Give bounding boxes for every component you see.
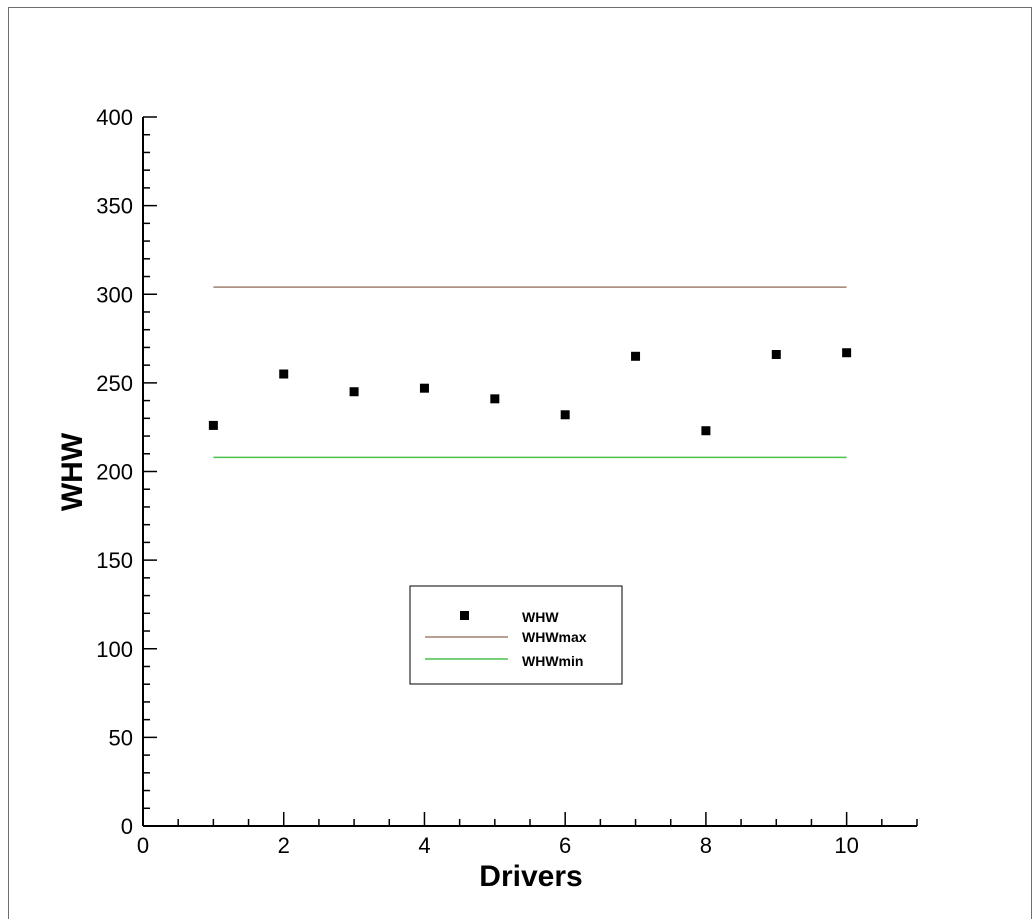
legend-label-whw: WHW bbox=[522, 609, 559, 625]
legend-box bbox=[409, 585, 623, 685]
x-tick-label: 0 bbox=[137, 833, 149, 858]
x-tick-label: 8 bbox=[700, 833, 712, 858]
chart-frame bbox=[8, 7, 1032, 919]
data-point bbox=[490, 394, 500, 404]
x-axis-title: Drivers bbox=[479, 860, 582, 893]
reference-lines bbox=[213, 286, 847, 459]
y-axis-title: WHW bbox=[56, 432, 89, 511]
y-tick-label: 200 bbox=[96, 460, 133, 485]
data-point bbox=[279, 369, 289, 379]
legend-marker-whw bbox=[460, 611, 469, 620]
data-point bbox=[771, 350, 781, 360]
legend-label-whwmin: WHWmin bbox=[522, 653, 583, 669]
legend: WHW WHWmax WHWmin bbox=[409, 585, 623, 685]
legend-label-whwmax: WHWmax bbox=[522, 629, 587, 645]
y-tick-label: 100 bbox=[96, 637, 133, 662]
data-points bbox=[208, 348, 852, 436]
y-tick-label: 400 bbox=[96, 105, 133, 130]
y-tick-label: 350 bbox=[96, 194, 133, 219]
x-tick-label: 6 bbox=[559, 833, 571, 858]
data-point bbox=[701, 426, 711, 436]
data-point bbox=[349, 387, 359, 397]
axis-tick-labels: 0 50 100 150 200 250 300 350 400 0 2 4 6 8 10 bbox=[96, 105, 859, 858]
y-tick-label: 150 bbox=[96, 548, 133, 573]
data-point bbox=[560, 410, 570, 420]
axes bbox=[142, 117, 917, 827]
axis-ticks bbox=[142, 116, 918, 827]
y-tick-label: 250 bbox=[96, 371, 133, 396]
data-point bbox=[208, 420, 218, 430]
data-point bbox=[842, 348, 852, 358]
x-tick-label: 4 bbox=[418, 833, 430, 858]
y-tick-label: 0 bbox=[121, 814, 133, 839]
x-tick-label: 10 bbox=[834, 833, 858, 858]
x-tick-label: 2 bbox=[278, 833, 290, 858]
y-tick-label: 50 bbox=[109, 725, 133, 750]
data-point bbox=[419, 383, 429, 393]
data-point bbox=[631, 351, 641, 361]
y-tick-label: 300 bbox=[96, 282, 133, 307]
